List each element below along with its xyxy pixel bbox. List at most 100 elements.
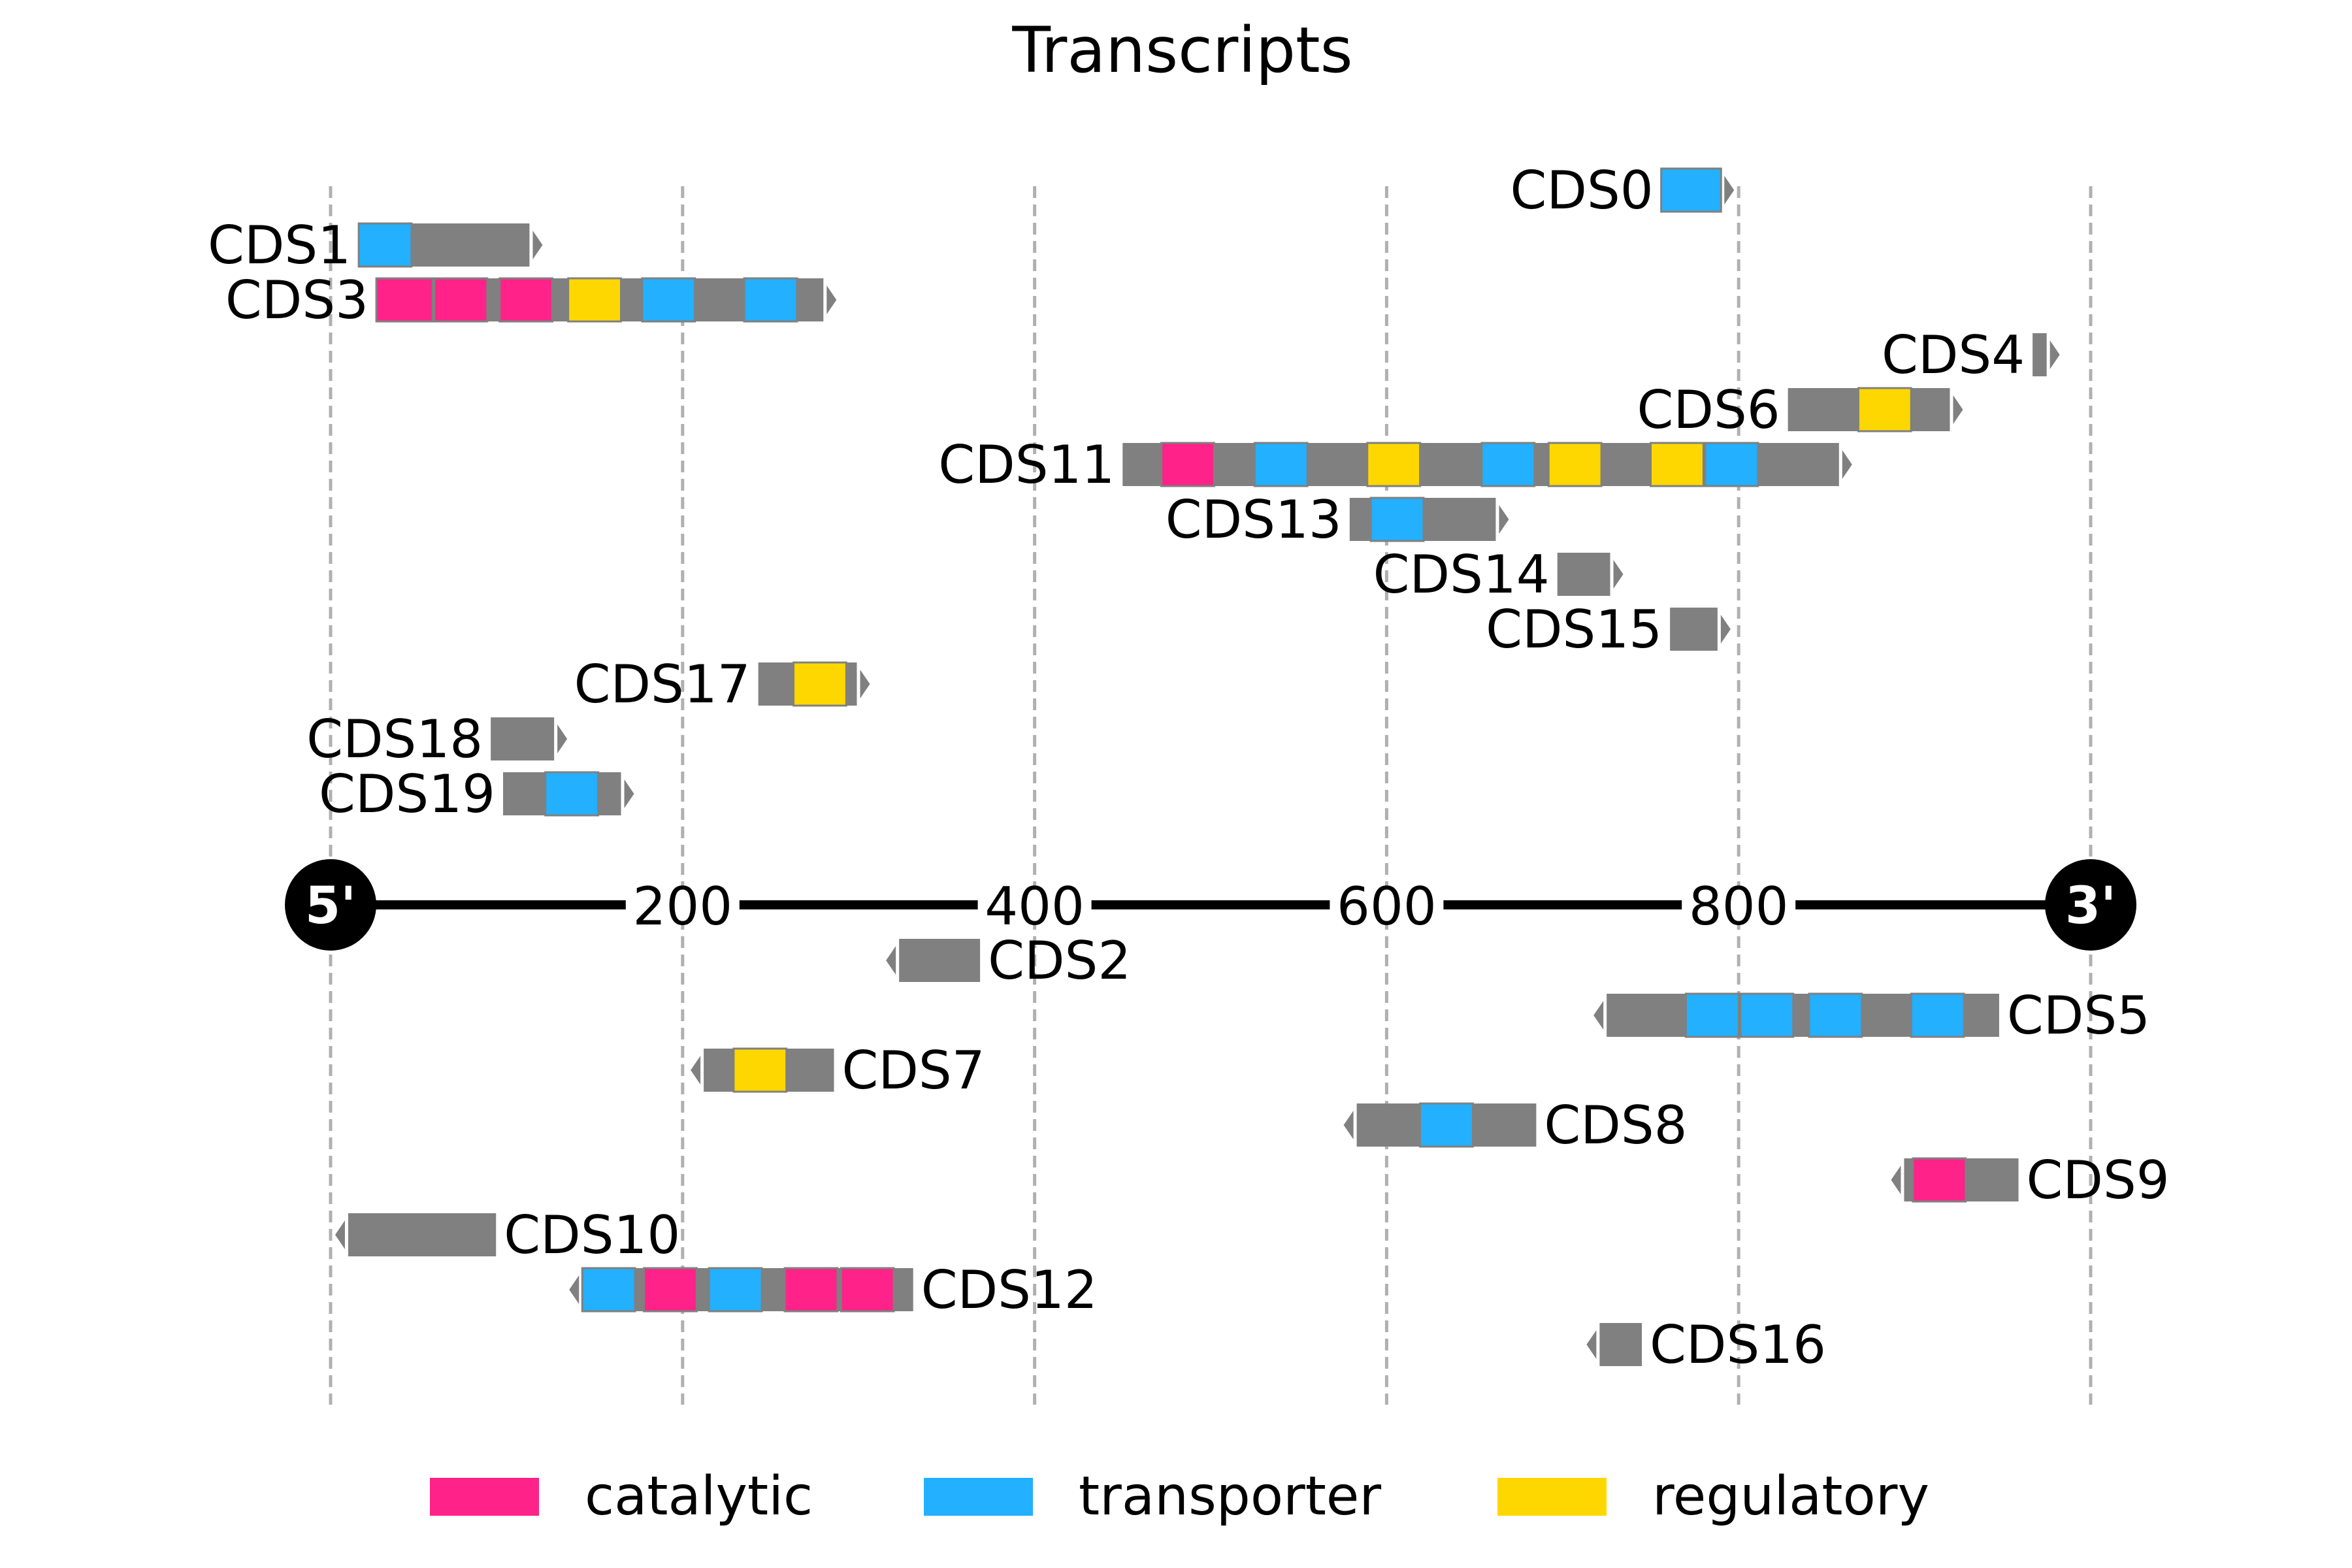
strand-arrow (1586, 1330, 1597, 1359)
cds-body (491, 717, 555, 760)
cds-track: CDS15 (1486, 599, 1731, 660)
transporter-domain (1684, 992, 1740, 1038)
cds-label: CDS15 (1486, 599, 1662, 660)
three-prime-cap (2045, 859, 2136, 951)
strand-arrow (1842, 450, 1852, 479)
chart-title: Transcripts (1011, 14, 1352, 87)
legend: catalytic transporter regulatory (430, 1465, 1929, 1527)
cds-label: CDS5 (2007, 985, 2150, 1046)
strand-arrow (557, 725, 568, 753)
cds-label: CDS10 (504, 1205, 680, 1266)
cds-track: CDS4 (1882, 325, 2060, 385)
strand-arrow (826, 286, 837, 314)
cds-label: CDS17 (574, 654, 751, 715)
strand-arrow (1499, 505, 1509, 534)
strand-arrow (335, 1220, 345, 1249)
strand-arrow (624, 779, 634, 808)
legend-label: transporter (1079, 1465, 1381, 1527)
tick-label: 600 (1337, 876, 1437, 937)
cds-label: CDS14 (1373, 544, 1550, 605)
transporter-domain (1910, 992, 1965, 1038)
catalytic-domain (643, 1267, 698, 1313)
cds-label: CDS6 (1637, 380, 1780, 440)
cds-label: CDS16 (1650, 1315, 1826, 1375)
cds-track: CDS13 (1166, 489, 1509, 550)
cds-label: CDS13 (1166, 489, 1342, 550)
transporter-domain (1660, 167, 1722, 213)
strand-arrow (1593, 1001, 1604, 1030)
regulatory-domain (1857, 387, 1912, 433)
sequence-axis: 200 400 600 800 5' 3' (285, 859, 2136, 951)
cds-body (1670, 608, 1718, 651)
five-prime-cap-label: 5' (305, 877, 356, 936)
transporter-swatch (924, 1478, 1033, 1516)
cds-track: CDS3 (225, 270, 837, 331)
strand-arrow (1343, 1111, 1354, 1139)
cds-track: CDS1 (208, 215, 543, 276)
strand-arrow (1724, 176, 1735, 204)
cds-track: CDS8 (1343, 1095, 1688, 1156)
strand-arrow (1891, 1166, 1901, 1194)
cds-body (1557, 553, 1610, 596)
regulatory-domain (1547, 442, 1603, 487)
cds-track: CDS5 (1593, 985, 2150, 1046)
strand-arrow (691, 1056, 701, 1085)
transporter-domain (581, 1267, 636, 1313)
regulatory-domain (732, 1047, 788, 1093)
transporter-domain (357, 222, 413, 268)
transporter-domain (1704, 442, 1759, 487)
cds-label: CDS11 (938, 434, 1115, 495)
cds-track: CDS12 (569, 1260, 1098, 1320)
cds-label: CDS0 (1511, 160, 1654, 221)
transporter-domain (641, 277, 696, 323)
cds-label: CDS18 (306, 709, 483, 770)
cds-body (2033, 333, 2047, 376)
tick-label-background (625, 887, 740, 923)
cds-track: CDS11 (938, 434, 1852, 495)
catalytic-domain (1912, 1157, 1967, 1203)
transporter-domain (743, 277, 798, 323)
tick-label-background (1682, 887, 1796, 923)
strand-arrow (1953, 395, 1963, 424)
tick-label: 200 (632, 876, 732, 937)
transporter-domain (1808, 992, 1863, 1038)
catalytic-domain (375, 277, 434, 323)
tick-label: 800 (1689, 876, 1789, 937)
legend-label: regulatory (1652, 1465, 1929, 1527)
cds-label: CDS2 (988, 930, 1131, 991)
cds-track: CDS17 (574, 654, 870, 715)
regulatory-domain (792, 661, 847, 707)
cds-track: CDS6 (1637, 380, 1963, 440)
catalytic-domain (783, 1267, 839, 1313)
catalytic-domain (840, 1267, 895, 1313)
strand-arrow (532, 231, 543, 259)
catalytic-domain (1160, 442, 1215, 487)
legend-label: catalytic (585, 1465, 813, 1527)
transporter-domain (708, 1267, 763, 1313)
transporter-domain (1369, 497, 1425, 542)
transporter-domain (544, 771, 599, 817)
regulatory-domain (1366, 442, 1422, 487)
regulatory-domain (1650, 442, 1705, 487)
strand-arrow (1613, 560, 1624, 589)
cds-body (348, 1213, 497, 1256)
cds-track: CDS14 (1373, 544, 1624, 605)
cds-track: CDS7 (691, 1040, 985, 1101)
cds-label: CDS1 (208, 215, 351, 276)
cds-label: CDS3 (225, 270, 368, 331)
grid-lines (329, 186, 2093, 1405)
regulatory-domain (567, 277, 623, 323)
cds-label: CDS9 (2027, 1150, 2170, 1211)
cds-label: CDS19 (319, 764, 495, 825)
cds-body (899, 939, 981, 982)
transporter-domain (1253, 442, 1309, 487)
cds-body (1599, 1323, 1642, 1366)
strand-arrow (1720, 615, 1731, 644)
cds-track: CDS10 (335, 1205, 680, 1266)
regulatory-swatch (1497, 1478, 1607, 1516)
cds-track: CDS16 (1586, 1315, 1826, 1375)
strand-arrow (860, 670, 870, 698)
cds-track: CDS2 (886, 930, 1131, 991)
